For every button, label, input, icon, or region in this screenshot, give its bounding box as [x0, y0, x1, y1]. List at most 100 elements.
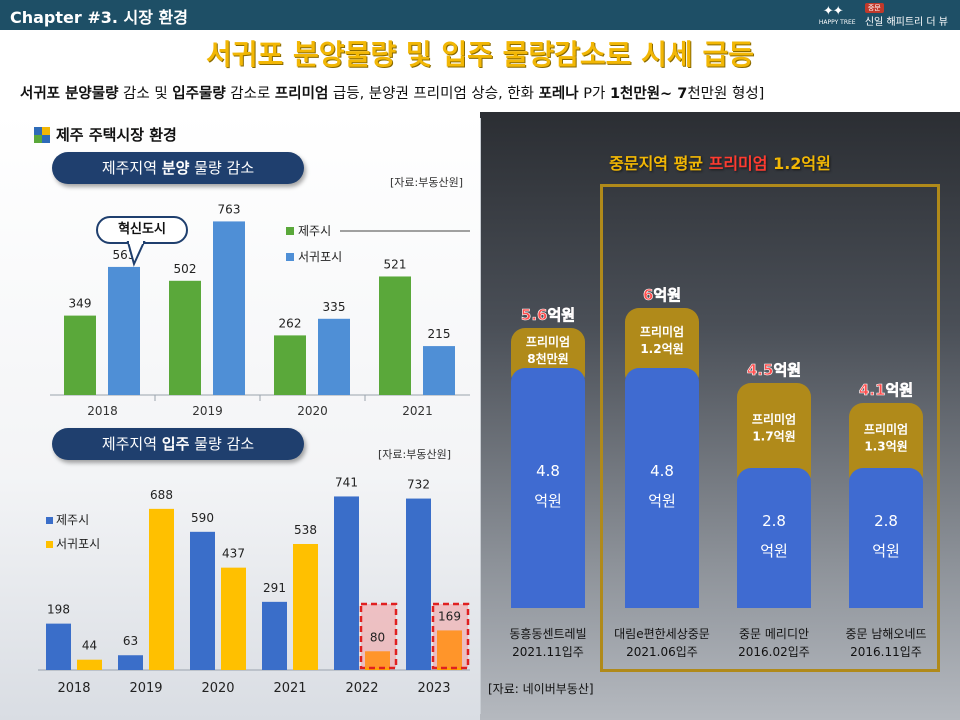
- supply-bar: [64, 315, 96, 395]
- complex-name: 대림e편한세상중문: [614, 627, 710, 641]
- section-heading: 제주 주택시장 환경: [34, 124, 177, 145]
- premium-segment: [737, 383, 811, 488]
- supply-x-tick: 2018: [87, 404, 118, 418]
- movein-chart-title: 제주지역 입주 물량 감소: [52, 428, 304, 460]
- complex-date: 2021.06입주: [626, 645, 698, 659]
- supply-value-label: 262: [279, 316, 302, 330]
- movein-bar: [190, 531, 215, 670]
- base-segment-foot: [737, 592, 811, 608]
- supply-bar: [169, 280, 201, 395]
- movein-chart: 198 44 2018 63 688 2019 590 437 2020 291 538 2021 74…: [38, 475, 470, 696]
- supply-bar: [379, 276, 411, 395]
- movein-bar: [149, 508, 174, 670]
- premium-amount: 1.3억원: [864, 440, 907, 454]
- movein-value-label: 44: [82, 639, 97, 653]
- highlight-frame: [600, 184, 940, 672]
- logo-name: 신일 해피트리 더 뷰: [864, 16, 948, 28]
- complex-date: 2021.11입주: [512, 645, 584, 659]
- legend-label: 제주시: [56, 513, 89, 527]
- page-title: 서귀포 분양물량 및 입주 물량감소로 시세 급등: [206, 38, 754, 71]
- movein-source: [자료:부동산원]: [378, 448, 452, 461]
- base-value: 4.8: [650, 462, 674, 480]
- logo-badge: 중문: [864, 2, 884, 13]
- movein-value-label: 590: [191, 511, 214, 525]
- movein-bar: [221, 567, 246, 670]
- movein-bar: [262, 601, 287, 670]
- legend-label: 서귀포시: [298, 250, 342, 264]
- legend-swatch: [286, 227, 294, 235]
- supply-bar: [274, 335, 306, 395]
- movein-bar: [118, 655, 143, 670]
- supply-source: [자료:부동산원]: [390, 176, 464, 189]
- supply-chart: 3495632018502763201926233520205212152021…: [50, 202, 470, 418]
- premium-label: 프리미엄: [526, 334, 570, 349]
- premium-label: 프리미엄: [752, 412, 796, 427]
- premium-amount: 1.7억원: [752, 430, 795, 444]
- base-unit: 억원: [534, 492, 562, 510]
- movein-bar: [437, 630, 462, 670]
- movein-bar: [406, 498, 431, 670]
- premium-segment: [849, 403, 923, 488]
- movein-bar: [77, 659, 102, 670]
- bullet-squares-icon: [34, 126, 50, 143]
- movein-value-label: 169: [438, 609, 461, 623]
- total-price-label: 6억원: [643, 286, 681, 304]
- supply-chart-title: 제주지역 분양 물량 감소: [52, 152, 304, 184]
- base-segment: [849, 468, 923, 608]
- base-segment-foot: [511, 592, 585, 608]
- movein-value-label: 732: [407, 478, 430, 492]
- panel-divider: [480, 118, 481, 714]
- supply-value-label: 521: [384, 257, 407, 271]
- base-unit: 억원: [760, 542, 788, 560]
- movein-bar: [46, 623, 71, 670]
- supply-bar: [318, 318, 350, 395]
- movein-x-tick: 2020: [201, 681, 234, 696]
- premium-label: 프리미엄: [640, 324, 684, 339]
- supply-value-label: 502: [174, 262, 197, 276]
- supply-value-label: 215: [428, 327, 451, 341]
- highlight-box: [359, 602, 398, 670]
- movein-value-label: 63: [123, 634, 138, 648]
- movein-x-tick: 2023: [417, 681, 450, 696]
- movein-value-label: 741: [335, 475, 358, 489]
- movein-bar: [365, 651, 390, 670]
- movein-value-label: 688: [150, 488, 173, 502]
- page-subtitle: 서귀포 분양물량 감소 및 입주물량 감소로 프리미엄 급등, 분양권 프리미엄…: [20, 86, 765, 102]
- title-band: 서귀포 분양물량 및 입주 물량감소로 시세 급등 서귀포 분양물량 감소 및 …: [0, 30, 960, 110]
- total-price-label: 5.6억원: [521, 306, 575, 324]
- base-value: 2.8: [762, 512, 786, 530]
- complex-date: 2016.02입주: [738, 645, 810, 659]
- legend-label: 서귀포시: [56, 537, 100, 551]
- movein-x-tick: 2018: [57, 681, 90, 696]
- supply-x-tick: 2021: [402, 404, 433, 418]
- innovation-city-callout: 혁신도시: [96, 216, 188, 244]
- supply-value-label: 763: [218, 202, 241, 216]
- base-segment: [625, 368, 699, 608]
- base-segment-foot: [625, 592, 699, 608]
- base-value: 4.8: [536, 462, 560, 480]
- base-segment: [737, 468, 811, 608]
- movein-x-tick: 2021: [273, 681, 306, 696]
- movein-x-tick: 2019: [129, 681, 162, 696]
- supply-value-label: 335: [323, 300, 346, 314]
- total-price-label: 4.1억원: [859, 381, 913, 399]
- movein-value-label: 538: [294, 523, 317, 537]
- complex-name: 동흥동센트레빌: [509, 627, 586, 641]
- premium-amount: 1.2억원: [640, 342, 683, 356]
- chapter-label: Chapter #3. 시장 환경: [10, 8, 188, 27]
- movein-bar: [293, 543, 318, 670]
- premium-source: [자료: 네이버부동산]: [488, 682, 594, 696]
- section-title: 제주 주택시장 환경: [56, 126, 177, 144]
- legend-swatch: [46, 541, 53, 548]
- happy-tree-logo-icon: ✦✦ HAPPY TREE: [818, 4, 856, 26]
- complex-name: 중문 메리디안: [739, 627, 809, 641]
- legend-swatch: [46, 517, 53, 524]
- base-segment-foot: [849, 592, 923, 608]
- complex-name: 중문 남해오네뜨: [845, 627, 926, 641]
- supply-value-label: 349: [69, 297, 92, 311]
- movein-value-label: 80: [370, 630, 385, 644]
- movein-value-label: 291: [263, 581, 286, 595]
- premium-amount: 8천만원: [527, 351, 568, 366]
- movein-bar: [334, 496, 359, 670]
